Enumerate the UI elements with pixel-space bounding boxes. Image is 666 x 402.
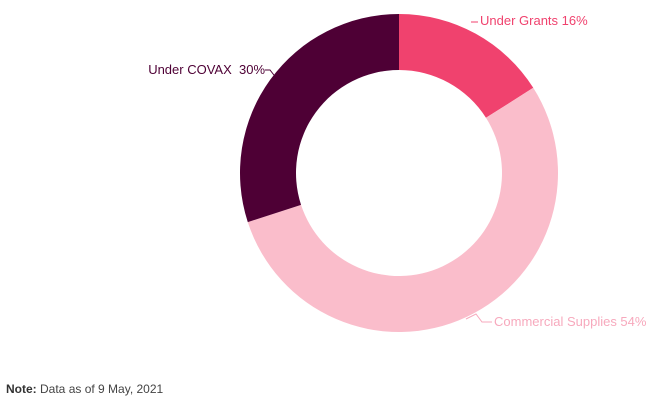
note-label: Note: xyxy=(6,382,37,396)
donut-slices xyxy=(240,14,558,332)
slice-label-under-covax: Under COVAX 30% xyxy=(148,62,265,77)
note-text: Data as of 9 May, 2021 xyxy=(36,382,164,396)
slice-under-covax xyxy=(240,14,399,223)
donut-chart: Under Grants 16% Commercial Supplies 54% U… xyxy=(148,13,647,332)
label-leader-lines xyxy=(265,21,492,323)
leader-line-commercial-supplies xyxy=(465,313,492,323)
slice-under-grants xyxy=(399,14,534,118)
footnote: Note: Data as of 9 May, 2021 xyxy=(6,382,163,396)
slice-labels: Under Grants 16% Commercial Supplies 54% U… xyxy=(148,13,647,329)
slice-commercial-supplies xyxy=(247,87,558,332)
slice-label-under-grants: Under Grants 16% xyxy=(480,13,588,28)
leader-line-under-covax xyxy=(265,69,278,80)
slice-label-commercial-supplies: Commercial Supplies 54% xyxy=(494,314,647,329)
